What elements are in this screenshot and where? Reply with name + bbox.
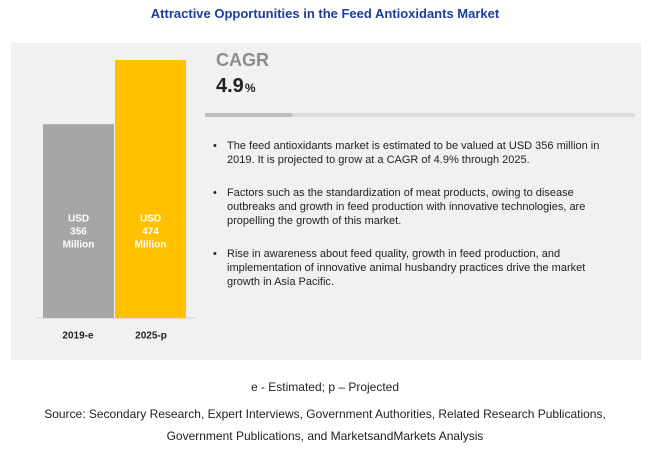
bullet-icon: • [213,248,217,260]
insight-item: • The feed antioxidants market is estimat… [211,139,616,167]
data-label-2019-e: USD [68,214,89,225]
bar-2019-e [43,124,114,319]
insight-text: Factors such as the standardization of m… [227,187,586,227]
cagr-number: 4.9 [216,75,244,97]
data-label-2025-p: 474 [142,227,159,238]
x-tick-label: 2019-e [62,331,94,342]
bullet-icon: • [213,140,217,152]
cagr-divider [205,113,635,117]
bar-2025-p [115,60,186,318]
source-line: Source: Secondary Research, Expert Inter… [44,407,606,421]
source-line: Government Publications, and MarketsandM… [166,429,484,443]
cagr-value: 4.9% [216,75,255,98]
cagr-divider-accent [205,113,292,117]
cagr-label: CAGR [216,50,269,70]
footnote: e - Estimated; p – Projected [250,380,400,394]
data-label-2019-e: 356 [70,227,87,238]
insight-text: The feed antioxidants market is estimate… [227,140,600,166]
chart-title: Attractive Opportunities in the Feed Ant… [150,6,500,21]
data-label-2025-p: Million [135,240,167,251]
bullet-icon: • [213,187,217,199]
key-insights-list: • The feed antioxidants market is estimat… [211,139,616,308]
x-tick-label: 2025-p [135,331,167,342]
data-label-2025-p: USD [140,214,161,225]
cagr-unit: % [244,81,256,95]
insight-item: • Rise in awareness about feed quality, g… [211,247,616,289]
source-note: Source: Secondary Research, Expert Inter… [0,403,650,447]
insight-text: Rise in awareness about feed quality, gr… [227,248,586,288]
data-label-2019-e: Million [63,240,95,251]
insight-item: • Factors such as the standardization of … [211,186,616,228]
